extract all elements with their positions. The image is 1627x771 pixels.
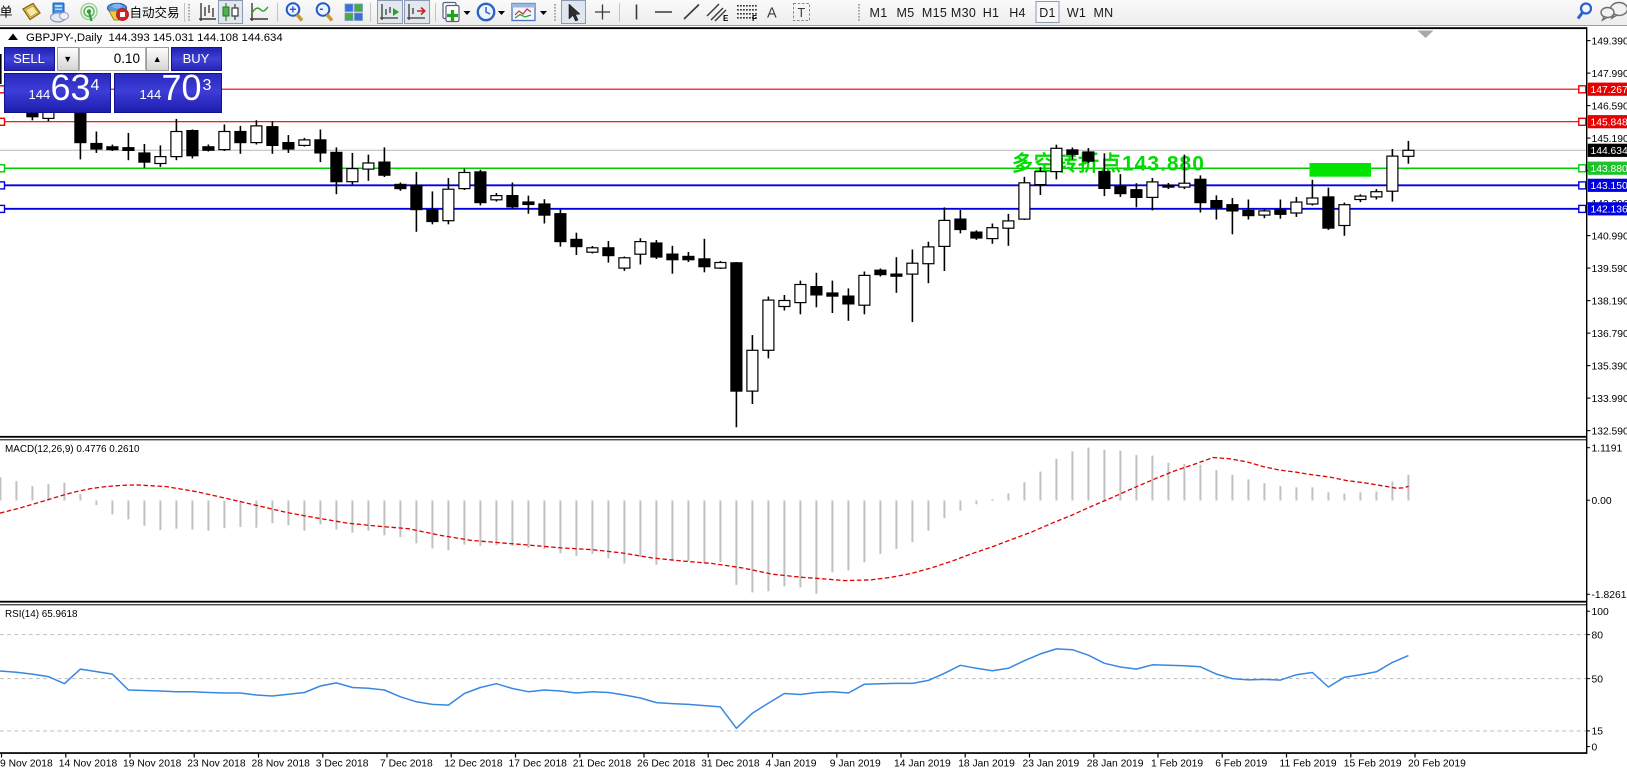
svg-text:T: T [798, 6, 806, 20]
svg-text:143.880: 143.880 [1591, 164, 1627, 175]
svg-text:A: A [767, 6, 777, 22]
svg-text:140.990: 140.990 [1592, 231, 1627, 242]
svg-text:GBPJPY-,Daily 144.393 145.031: GBPJPY-,Daily 144.393 145.031 144.108 14… [26, 32, 283, 44]
svg-text:26 Dec 2018: 26 Dec 2018 [637, 759, 696, 770]
svg-text:M15: M15 [922, 6, 947, 20]
svg-text:M1: M1 [870, 6, 888, 20]
svg-text:E: E [723, 14, 729, 23]
svg-text:H4: H4 [1009, 6, 1026, 20]
svg-text:W1: W1 [1067, 6, 1086, 20]
svg-text:12 Dec 2018: 12 Dec 2018 [444, 759, 503, 770]
svg-text:单: 单 [0, 5, 13, 20]
svg-text:17 Dec 2018: 17 Dec 2018 [509, 759, 568, 770]
svg-text:M5: M5 [897, 6, 915, 20]
svg-text:23 Jan 2019: 23 Jan 2019 [1023, 759, 1080, 770]
svg-text:138.190: 138.190 [1592, 296, 1627, 307]
svg-text:100: 100 [1592, 607, 1609, 618]
svg-text:145.848: 145.848 [1591, 117, 1627, 128]
svg-text:自动交易: 自动交易 [130, 5, 180, 20]
svg-text:3 Dec 2018: 3 Dec 2018 [316, 759, 369, 770]
svg-text:H1: H1 [983, 6, 1000, 20]
svg-text:20 Feb 2019: 20 Feb 2019 [1408, 759, 1466, 770]
svg-text:28 Nov 2018: 28 Nov 2018 [252, 759, 311, 770]
svg-text:14 Jan 2019: 14 Jan 2019 [894, 759, 951, 770]
svg-text:80: 80 [1592, 630, 1604, 641]
svg-text:14 Nov 2018: 14 Nov 2018 [59, 759, 118, 770]
svg-text:M30: M30 [951, 6, 976, 20]
svg-text:6 Feb 2019: 6 Feb 2019 [1215, 759, 1267, 770]
svg-text:D1: D1 [1039, 6, 1056, 20]
svg-text:133.990: 133.990 [1592, 394, 1627, 405]
svg-text:149.390: 149.390 [1592, 36, 1627, 47]
svg-text:+: + [289, 3, 296, 17]
svg-text:139.590: 139.590 [1592, 264, 1627, 275]
svg-text:135.390: 135.390 [1592, 361, 1627, 372]
svg-text:146.590: 146.590 [1592, 101, 1627, 112]
svg-text:132.590: 132.590 [1592, 426, 1627, 437]
svg-text:31 Dec 2018: 31 Dec 2018 [701, 759, 760, 770]
svg-text:9 Jan 2019: 9 Jan 2019 [830, 759, 881, 770]
svg-text:147.267: 147.267 [1591, 85, 1627, 96]
svg-text:0: 0 [1592, 742, 1598, 753]
svg-text:11 Feb 2019: 11 Feb 2019 [1280, 759, 1337, 770]
svg-text:4 Jan 2019: 4 Jan 2019 [766, 759, 817, 770]
svg-text:21 Dec 2018: 21 Dec 2018 [573, 759, 632, 770]
svg-text:1.1191: 1.1191 [1592, 443, 1623, 454]
svg-text:1 Feb 2019: 1 Feb 2019 [1151, 759, 1203, 770]
svg-text:MN: MN [1093, 6, 1113, 20]
svg-text:RSI(14) 65.9618: RSI(14) 65.9618 [5, 609, 78, 620]
svg-text:MACD(12,26,9) 0.4776 0.2610: MACD(12,26,9) 0.4776 0.2610 [5, 444, 140, 455]
svg-text:-1.8261: -1.8261 [1592, 590, 1627, 601]
svg-text:19 Nov 2018: 19 Nov 2018 [123, 759, 182, 770]
svg-text:142.136: 142.136 [1591, 205, 1627, 216]
svg-text:9 Nov 2018: 9 Nov 2018 [0, 759, 53, 770]
svg-text:147.990: 147.990 [1592, 69, 1627, 80]
svg-text:144.634: 144.634 [1591, 146, 1627, 157]
svg-text:136.790: 136.790 [1592, 329, 1627, 340]
svg-text:28 Jan 2019: 28 Jan 2019 [1087, 759, 1144, 770]
svg-text:-: - [319, 1, 323, 15]
svg-text:143.150: 143.150 [1591, 181, 1627, 192]
svg-text:15 Feb 2019: 15 Feb 2019 [1344, 759, 1402, 770]
svg-text:F: F [752, 14, 757, 23]
svg-text:7 Dec 2018: 7 Dec 2018 [380, 759, 433, 770]
svg-text:15: 15 [1592, 727, 1604, 738]
svg-text:0.00: 0.00 [1592, 496, 1612, 507]
svg-text:145.190: 145.190 [1592, 134, 1627, 145]
svg-text:50: 50 [1592, 674, 1604, 685]
svg-text:23 Nov 2018: 23 Nov 2018 [187, 759, 246, 770]
svg-text:18 Jan 2019: 18 Jan 2019 [958, 759, 1015, 770]
